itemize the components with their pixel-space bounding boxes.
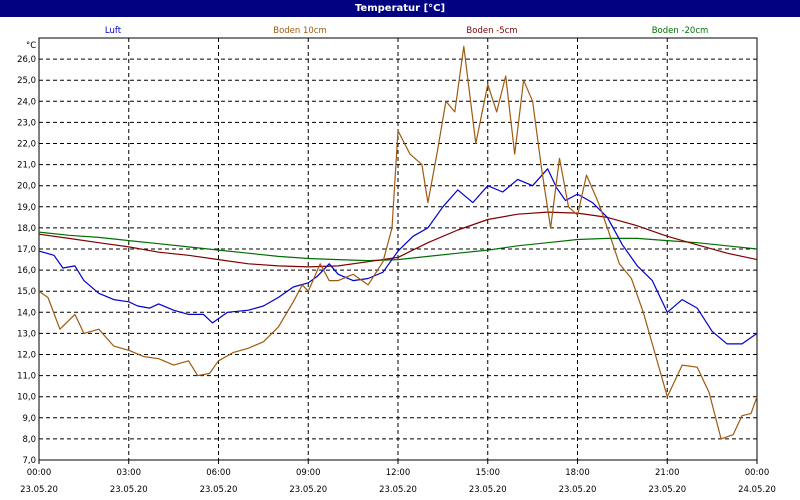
x-tick-time: 06:00 [206,468,231,478]
y-tick-label: 19,0 [17,203,36,213]
y-tick-label: 15,0 [17,287,36,297]
legend-entry-boden-20cm: Boden -20cm [652,26,709,36]
y-tick-label: 13,0 [17,329,36,339]
legend-entry-boden-10cm: Boden 10cm [273,26,327,36]
legend: Luft Boden 10cm Boden -5cm Boden -20cm [105,26,708,36]
y-tick-label: 21,0 [17,161,36,171]
chart-title: Temperatur [°C] [0,0,800,17]
series-line-boden-10cm [38,45,758,440]
x-tick-date: 23.05.20 [559,485,597,495]
legend-entry-boden-5cm: Boden -5cm [466,26,517,36]
x-tick-date: 23.05.20 [469,485,507,495]
y-tick-label: 9,0 [22,414,36,424]
series-line-boden-20cm [38,231,758,262]
axes: 7,0 8,0 9,0 10,0 11,0 12,0 13,0 14,0 15,0 16,0 17,… [17,41,776,495]
x-tick-date: 23.05.20 [110,485,148,495]
y-tick-label: 10,0 [17,393,36,403]
y-tick-label: 23,0 [17,118,36,128]
x-tick-time: 03:00 [117,468,142,478]
y-tick-label: 11,0 [17,372,36,382]
x-tick-time: 21:00 [655,468,680,478]
y-tick-label: 25,0 [17,76,36,86]
y-tick-label: 20,0 [17,182,36,192]
series-line-luft [38,168,758,345]
y-tick-label: 17,0 [17,245,36,255]
x-tick-date: 23.05.20 [20,485,58,495]
y-axis-unit: °C [26,41,36,51]
x-tick-time: 00:00 [27,468,52,478]
legend-entry-luft: Luft [105,26,122,36]
y-tick-label: 14,0 [17,308,36,318]
y-tick-label: 18,0 [17,224,36,234]
y-tick-label: 8,0 [22,435,36,445]
x-tick-date: 24.05.20 [738,485,776,495]
x-tick-time: 09:00 [296,468,321,478]
x-tick-date: 23.05.20 [200,485,238,495]
y-tick-label: 7,0 [22,456,36,466]
x-tick-time: 12:00 [386,468,411,478]
y-tick-label: 16,0 [17,266,36,276]
y-tick-label: 12,0 [17,351,36,361]
y-tick-label: 26,0 [17,55,36,65]
y-tick-label: 24,0 [17,97,36,107]
x-tick-time: 15:00 [476,468,501,478]
x-tick-date: 23.05.20 [289,485,327,495]
x-tick-date: 23.05.20 [379,485,417,495]
y-tick-label: 22,0 [17,140,36,150]
series-layer [38,45,758,440]
grid [38,37,758,461]
x-tick-time: 00:00 [745,468,770,478]
series-line-boden-5cm [38,211,758,268]
x-tick-date: 23.05.20 [648,485,686,495]
x-tick-time: 18:00 [565,468,590,478]
